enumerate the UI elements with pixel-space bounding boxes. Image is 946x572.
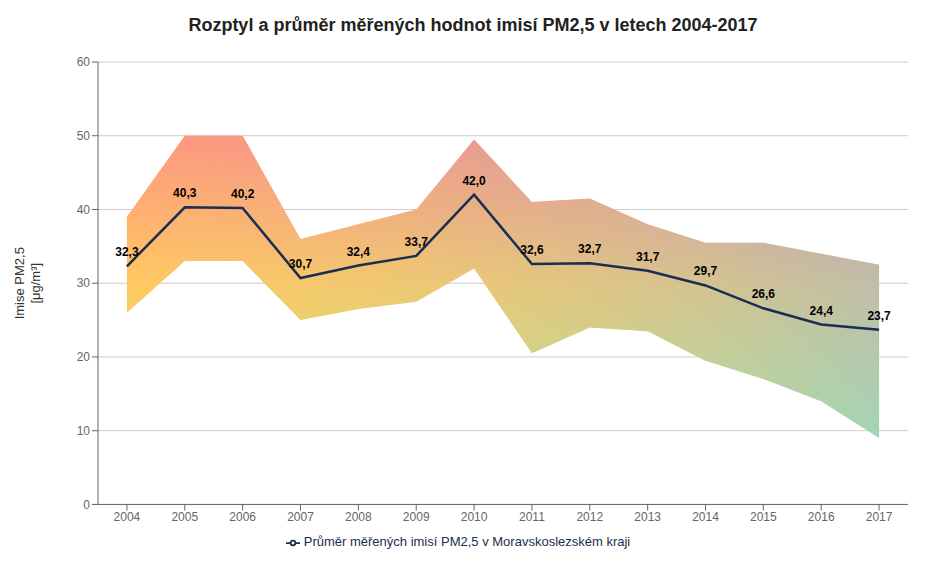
- svg-text:2014: 2014: [692, 510, 719, 524]
- svg-text:30: 30: [77, 276, 91, 290]
- svg-text:32,7: 32,7: [578, 242, 602, 256]
- svg-text:2008: 2008: [345, 510, 372, 524]
- html-text:Průměr měřených imisí PM2,5 v: Průměr měřených imisí PM2,5 v Moravskosl…: [303, 534, 631, 550]
- svg-text:26,6: 26,6: [752, 287, 776, 301]
- svg-text:32,6: 32,6: [520, 243, 544, 257]
- svg-text:33,7: 33,7: [405, 235, 429, 249]
- html-text:Rozptyl a průměr měřených hodn: Rozptyl a průměr měřených hodnot imisí P…: [188, 15, 758, 35]
- svg-text:2007: 2007: [287, 510, 314, 524]
- svg-text:2013: 2013: [634, 510, 661, 524]
- svg-text:40,2: 40,2: [231, 187, 255, 201]
- svg-text:10: 10: [77, 424, 91, 438]
- svg-text:2015: 2015: [750, 510, 777, 524]
- svg-text:Imise PM2,5[μg/m³]: Imise PM2,5[μg/m³]: [12, 247, 43, 319]
- svg-text:31,7: 31,7: [636, 250, 660, 264]
- svg-text:2005: 2005: [171, 510, 198, 524]
- svg-text:2004: 2004: [114, 510, 141, 524]
- svg-text:42,0: 42,0: [462, 174, 486, 188]
- svg-text:2012: 2012: [576, 510, 603, 524]
- svg-text:32,4: 32,4: [347, 245, 371, 259]
- svg-text:0: 0: [83, 498, 90, 512]
- svg-text:2017: 2017: [866, 510, 893, 524]
- svg-text:40: 40: [77, 203, 91, 217]
- svg-text:2011: 2011: [519, 510, 545, 524]
- svg-text:2016: 2016: [808, 510, 835, 524]
- svg-text:23,7: 23,7: [867, 309, 891, 323]
- svg-text:32,3: 32,3: [115, 245, 139, 259]
- svg-text:2010: 2010: [461, 510, 488, 524]
- svg-text:40,3: 40,3: [173, 186, 197, 200]
- svg-text:2009: 2009: [403, 510, 430, 524]
- svg-text:30,7: 30,7: [289, 257, 313, 271]
- svg-text:60: 60: [77, 55, 91, 69]
- svg-text:50: 50: [77, 129, 91, 143]
- svg-text:20: 20: [77, 350, 91, 364]
- svg-text:2006: 2006: [229, 510, 256, 524]
- svg-text:29,7: 29,7: [694, 264, 718, 278]
- svg-text:24,4: 24,4: [810, 304, 834, 318]
